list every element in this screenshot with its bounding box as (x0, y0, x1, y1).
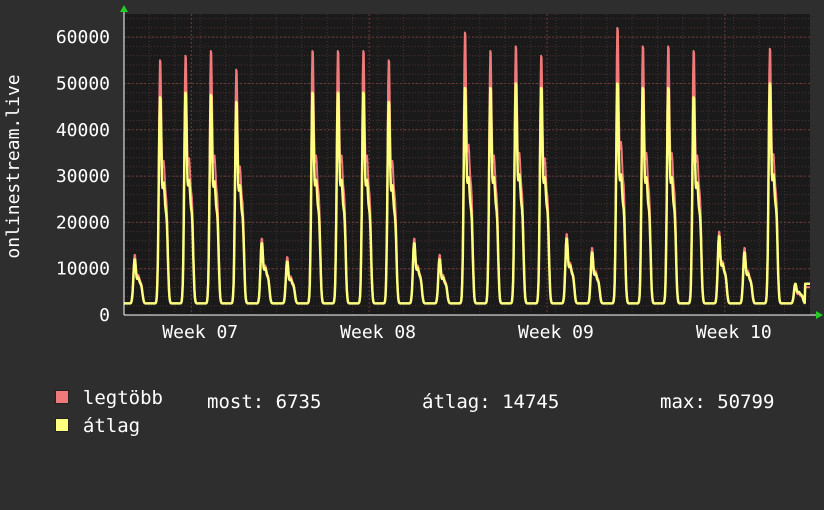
y-tick-label: 10000 (56, 259, 110, 280)
series-line-avg (123, 82, 811, 305)
y-tick-label: 20000 (56, 212, 110, 233)
legend-row-max: legtöbb (32, 362, 812, 410)
legend-swatch-max (54, 389, 69, 404)
legend-label-avg: átlag (82, 415, 141, 437)
y-tick-label: 50000 (56, 73, 110, 94)
y-axis-label: onlinestream.live (3, 74, 24, 258)
stat-max: max: 50799 (660, 391, 775, 413)
y-tick-label: 40000 (56, 120, 110, 141)
legend-label-max: legtöbb (82, 387, 163, 409)
x-axis-arrow (816, 311, 823, 319)
legend-swatch-avg (54, 417, 69, 432)
y-tick-label: 0 (99, 305, 110, 326)
x-tick-label: Week 07 (162, 322, 238, 343)
stat-now: most: 6735 (207, 391, 322, 413)
legend-row-avg: átlag most: 6735 átlag: 14745 max: 50799 (32, 390, 812, 510)
stat-avg: átlag: 14745 (422, 391, 560, 413)
x-tick-label: Week 09 (518, 322, 594, 343)
y-tick-label: 30000 (56, 166, 110, 187)
chart: 0 10000 20000 30000 40000 50000 60000 Week 07 We… (3, 5, 823, 343)
x-tick-label: Week 10 (696, 322, 772, 343)
y-tick-label: 60000 (56, 27, 110, 48)
x-tick-label: Week 08 (340, 322, 416, 343)
y-axis-arrow (120, 5, 128, 12)
